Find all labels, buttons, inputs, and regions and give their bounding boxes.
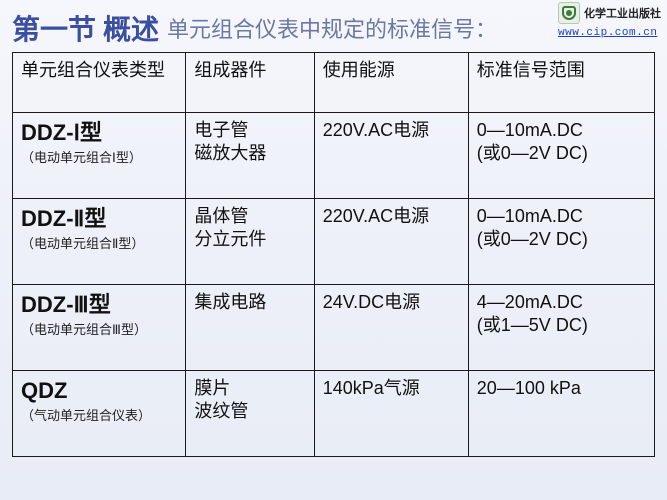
- col-header-power: 使用能源: [314, 53, 468, 113]
- table-container: 单元组合仪表类型 组成器件 使用能源 标准信号范围 DDZ-Ⅰ型 （电动单元组合Ⅰ…: [0, 52, 667, 467]
- cell-power: 140kPa气源: [314, 371, 468, 457]
- cell-power: 220V.AC电源: [314, 113, 468, 199]
- cell-type: QDZ （气动单元组合仪表）: [13, 371, 186, 457]
- signal-line: (或0—2V DC): [477, 142, 646, 165]
- cell-signal: 0—10mA.DC(或0—2V DC): [468, 113, 654, 199]
- standards-table: 单元组合仪表类型 组成器件 使用能源 标准信号范围 DDZ-Ⅰ型 （电动单元组合Ⅰ…: [12, 52, 655, 457]
- publisher-name: 化学工业出版社: [584, 5, 661, 21]
- cell-components: 电子管磁放大器: [186, 113, 314, 199]
- table-row: DDZ-Ⅱ型（电动单元组合Ⅱ型）晶体管分立元件220V.AC电源0—10mA.D…: [13, 199, 655, 285]
- type-main: DDZ-Ⅱ型: [21, 205, 177, 234]
- type-main: DDZ-Ⅲ型: [21, 291, 177, 320]
- col-header-components: 组成器件: [186, 53, 314, 113]
- cell-signal: 20—100 kPa: [468, 371, 654, 457]
- type-sub: （电动单元组合Ⅰ型）: [21, 150, 177, 167]
- signal-line: (或1—5V DC): [477, 314, 646, 337]
- type-sub: （电动单元组合Ⅲ型）: [21, 322, 177, 339]
- cell-components: 晶体管分立元件: [186, 199, 314, 285]
- cell-components: 膜片波纹管: [186, 371, 314, 457]
- col-header-signal: 标准信号范围: [468, 53, 654, 113]
- type-sub: （电动单元组合Ⅱ型）: [21, 236, 177, 253]
- cell-components: 集成电路: [186, 285, 314, 371]
- signal-line: 20—100 kPa: [477, 377, 646, 400]
- type-main: QDZ: [21, 377, 177, 406]
- cell-type: DDZ-Ⅰ型 （电动单元组合Ⅰ型）: [13, 113, 186, 199]
- publisher-url[interactable]: www.cip.com.cn: [558, 27, 657, 39]
- type-sub: （气动单元组合仪表）: [21, 408, 177, 425]
- cell-power: 220V.AC电源: [314, 199, 468, 285]
- page-title-sub: 单元组合仪表中规定的标准信号：: [167, 12, 497, 44]
- component-line: 晶体管: [194, 205, 305, 228]
- component-line: 膜片: [194, 377, 305, 400]
- component-line: 波纹管: [194, 400, 305, 423]
- cell-power: 24V.DC电源: [314, 285, 468, 371]
- component-line: 集成电路: [194, 291, 305, 314]
- signal-line: 0—10mA.DC: [477, 205, 646, 228]
- col-header-type: 单元组合仪表类型: [13, 53, 186, 113]
- table-row: DDZ-Ⅲ型（电动单元组合Ⅲ型）集成电路24V.DC电源4—20mA.DC(或1…: [13, 285, 655, 371]
- brand-block: 化学工业出版社 www.cip.com.cn: [558, 2, 661, 39]
- component-line: 磁放大器: [194, 142, 305, 165]
- signal-line: 0—10mA.DC: [477, 119, 646, 142]
- table-row: DDZ-Ⅰ型（电动单元组合Ⅰ型）电子管磁放大器220V.AC电源0—10mA.D…: [13, 113, 655, 199]
- table-row: QDZ（气动单元组合仪表）膜片波纹管140kPa气源20—100 kPa: [13, 371, 655, 457]
- publisher-logo-icon: [558, 2, 580, 24]
- type-main: DDZ-Ⅰ型: [21, 119, 177, 148]
- component-line: 电子管: [194, 119, 305, 142]
- signal-line: (或0—2V DC): [477, 228, 646, 251]
- cell-type: DDZ-Ⅱ型 （电动单元组合Ⅱ型）: [13, 199, 186, 285]
- cell-signal: 0—10mA.DC(或0—2V DC): [468, 199, 654, 285]
- page-title-main: 第一节 概述: [12, 8, 159, 48]
- cell-signal: 4—20mA.DC(或1—5V DC): [468, 285, 654, 371]
- brand-top: 化学工业出版社: [558, 2, 661, 24]
- table-header-row: 单元组合仪表类型 组成器件 使用能源 标准信号范围: [13, 53, 655, 113]
- signal-line: 4—20mA.DC: [477, 291, 646, 314]
- component-line: 分立元件: [194, 228, 305, 251]
- cell-type: DDZ-Ⅲ型 （电动单元组合Ⅲ型）: [13, 285, 186, 371]
